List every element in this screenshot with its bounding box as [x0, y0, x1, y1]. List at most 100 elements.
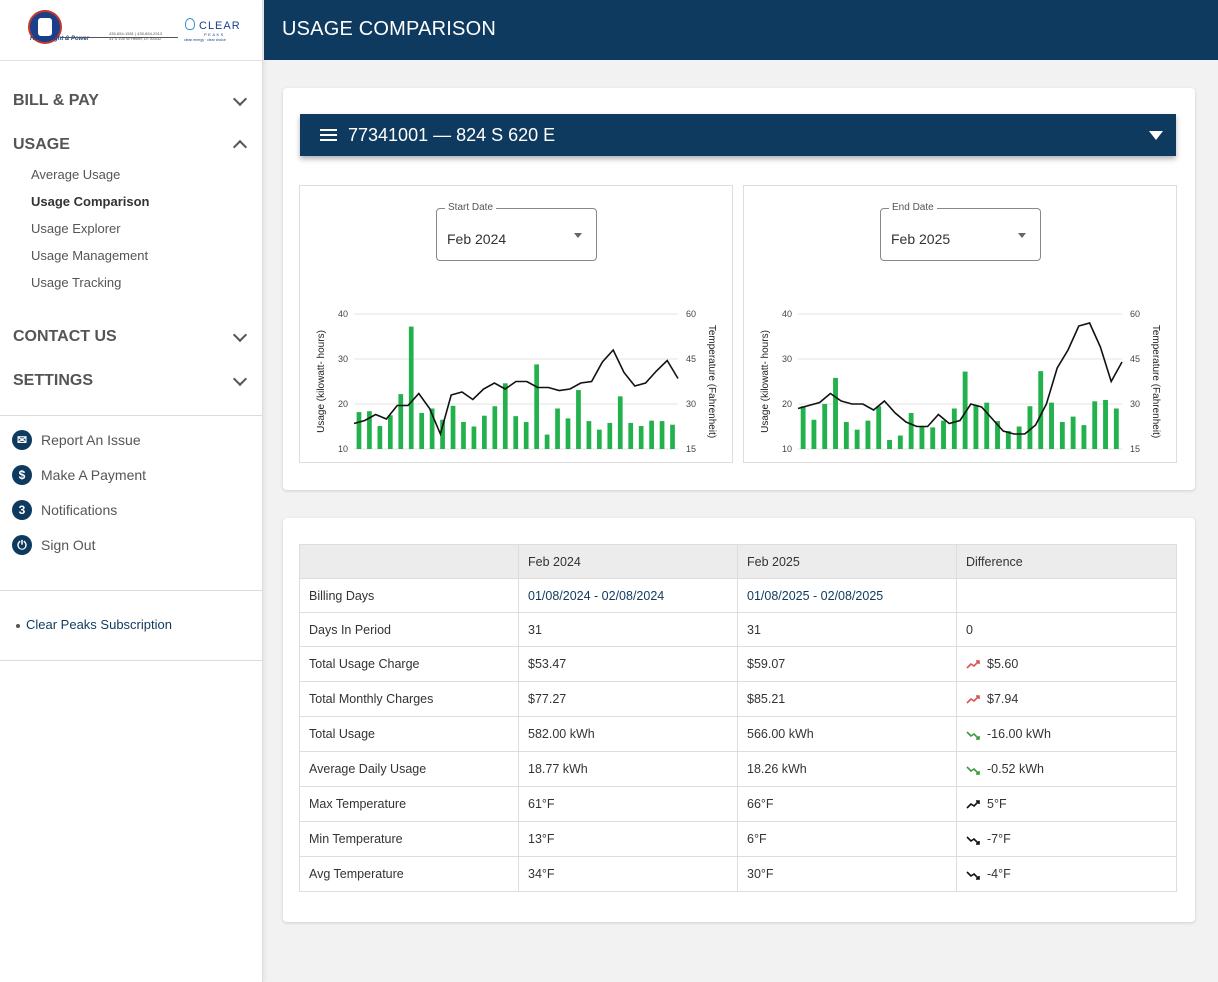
- usage-bar[interactable]: [1103, 399, 1108, 449]
- difference-cell: 0: [956, 612, 1177, 647]
- usage-bar[interactable]: [461, 422, 466, 449]
- usage-bar[interactable]: [398, 394, 404, 449]
- usage-bar[interactable]: [356, 412, 362, 449]
- usage-bar[interactable]: [670, 424, 675, 449]
- usage-bar[interactable]: [482, 415, 487, 449]
- start-value: 34°F: [518, 856, 738, 892]
- usage-bar[interactable]: [811, 419, 817, 449]
- partner-logo: CLEAR: [199, 20, 241, 32]
- nav-bill-pay: BILL & PAY: [0, 79, 263, 123]
- report-issue-link[interactable]: ✉ Report An Issue: [12, 430, 141, 450]
- usage-bar[interactable]: [576, 390, 581, 449]
- brand-name: Heber Light & Power: [30, 36, 90, 42]
- nav-usage-toggle[interactable]: USAGE: [0, 123, 263, 167]
- usage-bar[interactable]: [919, 426, 925, 450]
- dollar-icon: $: [12, 465, 32, 485]
- usage-bar[interactable]: [1016, 426, 1022, 450]
- usage-bar[interactable]: [897, 435, 903, 450]
- usage-bar[interactable]: [628, 422, 634, 449]
- start-date-select[interactable]: Start Date Feb 2024: [436, 202, 597, 261]
- account-selector[interactable]: 77341001 — 824 S 620 E: [300, 114, 1176, 156]
- sidebar-item-usage-tracking[interactable]: Usage Tracking: [31, 275, 122, 290]
- sign-out-link[interactable]: ⏻ Sign Out: [12, 535, 95, 555]
- usage-bar[interactable]: [854, 429, 860, 449]
- usage-bar[interactable]: [419, 413, 425, 449]
- nav-contact-us: CONTACT US: [0, 315, 263, 359]
- clear-peaks-subscription-link[interactable]: Clear Peaks Subscription: [16, 617, 172, 632]
- usage-bar[interactable]: [962, 371, 968, 449]
- logo-area[interactable]: Heber Light & Power 435-654-1581 | 435-6…: [0, 0, 262, 61]
- usage-bar[interactable]: [908, 413, 914, 449]
- usage-bar[interactable]: [544, 434, 550, 449]
- usage-bar[interactable]: [995, 421, 1000, 449]
- usage-bar[interactable]: [367, 411, 372, 449]
- start-value: 582.00 kWh: [518, 716, 738, 752]
- usage-bar[interactable]: [1027, 406, 1033, 449]
- usage-bar[interactable]: [607, 422, 613, 449]
- usage-bar[interactable]: [876, 406, 882, 449]
- usage-bar[interactable]: [930, 427, 936, 449]
- end-date-select[interactable]: End Date Feb 2025: [880, 202, 1041, 261]
- usage-bar[interactable]: [1059, 422, 1065, 449]
- usage-bar[interactable]: [534, 364, 539, 449]
- notifications-link[interactable]: 3 Notifications: [12, 500, 117, 520]
- usage-bar[interactable]: [617, 396, 623, 449]
- sidebar-item-usage-comparison[interactable]: Usage Comparison: [31, 194, 150, 209]
- sidebar-item-usage-management[interactable]: Usage Management: [31, 248, 149, 263]
- trending-down-icon: [966, 836, 980, 845]
- trending-down-icon: [966, 731, 980, 740]
- row-label: Total Monthly Charges: [299, 681, 519, 717]
- usage-bar[interactable]: [941, 420, 946, 449]
- usage-bar[interactable]: [649, 420, 654, 449]
- usage-bar[interactable]: [865, 420, 871, 449]
- usage-bar[interactable]: [450, 405, 456, 449]
- usage-bar[interactable]: [429, 408, 435, 450]
- usage-bar[interactable]: [638, 426, 644, 449]
- usage-bar[interactable]: [833, 377, 838, 449]
- usage-bar[interactable]: [1092, 401, 1098, 449]
- usage-bar[interactable]: [659, 421, 665, 449]
- usage-bar[interactable]: [887, 440, 892, 449]
- end-value[interactable]: 01/08/2025 - 02/08/2025: [737, 578, 957, 613]
- usage-bar[interactable]: [586, 421, 592, 449]
- table-row: Average Daily Usage 18.77 kWh 18.26 kWh -0.…: [299, 751, 1177, 787]
- sidebar-item-average-usage[interactable]: Average Usage: [31, 167, 121, 182]
- start-value[interactable]: 01/08/2024 - 02/08/2024: [518, 578, 738, 613]
- nav-contact-us-toggle[interactable]: CONTACT US: [0, 315, 263, 359]
- usage-bar[interactable]: [800, 406, 806, 449]
- usage-bar[interactable]: [471, 426, 477, 450]
- end-value: 66°F: [737, 786, 957, 822]
- usage-bar[interactable]: [1038, 371, 1044, 449]
- row-label: Max Temperature: [299, 786, 519, 822]
- usage-bar[interactable]: [387, 415, 393, 449]
- usage-bar[interactable]: [513, 416, 519, 449]
- make-payment-link[interactable]: $ Make A Payment: [12, 465, 146, 485]
- usage-bar[interactable]: [1070, 416, 1076, 449]
- usage-bar[interactable]: [1049, 402, 1054, 449]
- usage-bar[interactable]: [1005, 431, 1011, 449]
- usage-bar[interactable]: [377, 426, 383, 449]
- nav-settings-toggle[interactable]: SETTINGS: [0, 359, 263, 403]
- usage-bar[interactable]: [565, 418, 571, 449]
- start-date-value: Feb 2024: [447, 231, 507, 247]
- usage-bar[interactable]: [502, 383, 508, 449]
- usage-bar[interactable]: [408, 326, 414, 449]
- usage-bar[interactable]: [523, 422, 529, 449]
- nav-bill-pay-toggle[interactable]: BILL & PAY: [0, 79, 263, 123]
- usage-bar[interactable]: [555, 408, 560, 450]
- sidebar-item-usage-explorer[interactable]: Usage Explorer: [31, 221, 121, 236]
- usage-bar[interactable]: [984, 402, 990, 449]
- table-row: Total Usage 582.00 kWh 566.00 kWh -16.00 kW…: [299, 716, 1177, 752]
- usage-bar[interactable]: [822, 404, 828, 449]
- y-axis-label: Usage (kilowatt- hours): [760, 330, 771, 433]
- usage-bar[interactable]: [843, 422, 849, 449]
- end-value: $59.07: [737, 646, 957, 682]
- usage-bar[interactable]: [597, 429, 602, 449]
- usage-bar[interactable]: [1113, 408, 1119, 450]
- usage-bar[interactable]: [492, 406, 498, 449]
- usage-bar[interactable]: [951, 408, 957, 450]
- difference-value: 0: [966, 622, 973, 637]
- usage-bar[interactable]: [973, 404, 979, 449]
- usage-bar[interactable]: [1081, 425, 1087, 449]
- usage-bar[interactable]: [440, 419, 445, 449]
